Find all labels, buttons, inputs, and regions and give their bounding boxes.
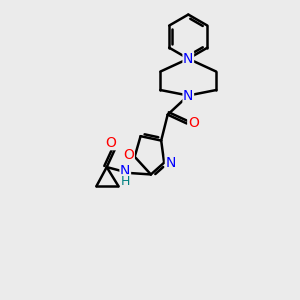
Text: O: O — [188, 116, 199, 130]
Text: H: H — [121, 175, 130, 188]
Text: O: O — [123, 148, 134, 162]
Text: N: N — [183, 88, 194, 103]
Text: N: N — [120, 164, 130, 178]
Text: O: O — [106, 136, 117, 150]
Text: N: N — [183, 52, 194, 66]
Text: N: N — [165, 156, 176, 170]
